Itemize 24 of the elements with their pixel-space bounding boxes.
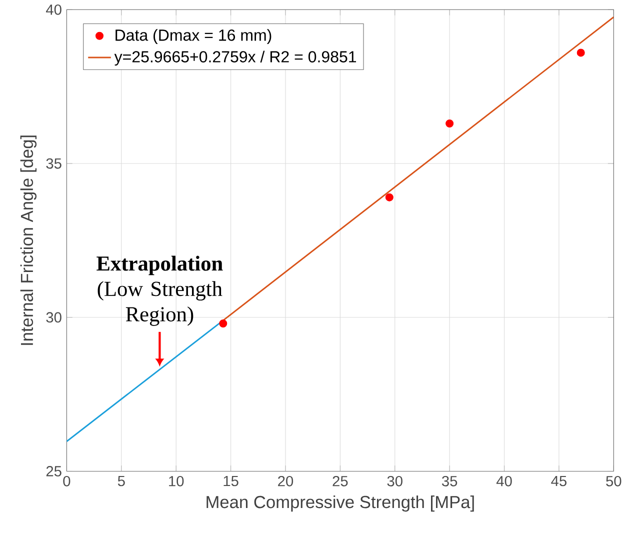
y-axis-title: Internal Friction Angle [deg] xyxy=(20,136,37,345)
legend-label: Data (Dmax = 16 mm) xyxy=(116,28,272,44)
x-tick-label: 15 xyxy=(224,476,238,486)
x-tick-label: 30 xyxy=(387,476,402,486)
point xyxy=(446,119,454,128)
annotation: Extrapolation (Low Strength Region) xyxy=(96,256,223,326)
x-tick-label: 50 xyxy=(606,476,622,486)
point xyxy=(385,193,394,202)
x-tick-label: 35 xyxy=(442,476,458,486)
x-tick-label: 40 xyxy=(496,476,512,486)
point xyxy=(576,48,585,57)
x-tick-label: 5 xyxy=(118,476,125,486)
point xyxy=(219,319,228,328)
x-tick-label: 0 xyxy=(63,476,70,486)
x-tick-label: 10 xyxy=(169,476,184,486)
y-tick-label: 25 xyxy=(46,466,62,476)
x-axis-title: Mean Compressive Strength [MPa] xyxy=(206,495,474,512)
y-tick-label: 35 xyxy=(46,158,62,169)
x-tick-label: 25 xyxy=(332,476,348,486)
y-tick-label: 30 xyxy=(46,312,62,322)
legend-label: y=25.9665+0.2759x / R2 = 0.9851 xyxy=(114,50,356,66)
x-tick-label: 45 xyxy=(551,476,566,486)
x-tick-label: 20 xyxy=(278,476,294,486)
y-tick-label: 40 xyxy=(46,4,62,15)
